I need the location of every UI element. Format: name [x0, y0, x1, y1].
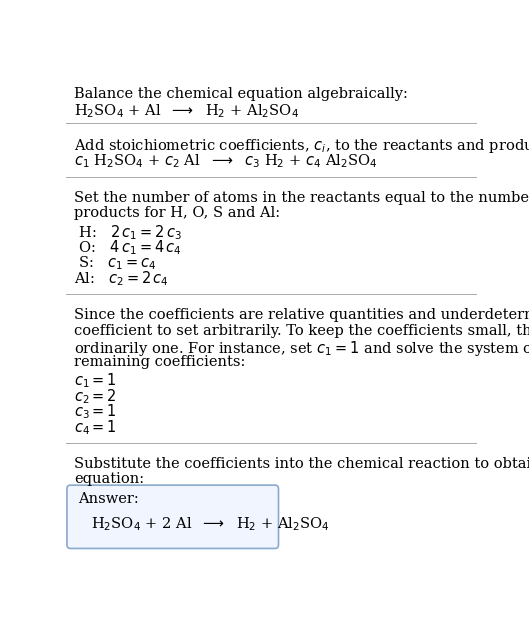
Text: $c_3 = 1$: $c_3 = 1$ [74, 403, 117, 421]
Text: remaining coefficients:: remaining coefficients: [74, 355, 245, 369]
Text: Substitute the coefficients into the chemical reaction to obtain the balanced: Substitute the coefficients into the che… [74, 456, 529, 470]
Text: H$_2$SO$_4$ + 2 Al  $\longrightarrow$  H$_2$ + Al$_2$SO$_4$: H$_2$SO$_4$ + 2 Al $\longrightarrow$ H$_… [91, 515, 330, 533]
Text: Balance the chemical equation algebraically:: Balance the chemical equation algebraica… [74, 87, 408, 102]
Text: H:   $2\,c_1 = 2\,c_3$: H: $2\,c_1 = 2\,c_3$ [74, 223, 183, 242]
Text: $c_1 = 1$: $c_1 = 1$ [74, 372, 117, 390]
Text: S:   $c_1 = c_4$: S: $c_1 = c_4$ [74, 254, 157, 272]
Text: H$_2$SO$_4$ + Al  $\longrightarrow$  H$_2$ + Al$_2$SO$_4$: H$_2$SO$_4$ + Al $\longrightarrow$ H$_2$… [74, 103, 299, 120]
Text: $c_1$ H$_2$SO$_4$ + $c_2$ Al  $\longrightarrow$  $c_3$ H$_2$ + $c_4$ Al$_2$SO$_4: $c_1$ H$_2$SO$_4$ + $c_2$ Al $\longright… [74, 152, 378, 170]
Text: equation:: equation: [74, 472, 144, 486]
Text: Al:   $c_2 = 2\,c_4$: Al: $c_2 = 2\,c_4$ [74, 270, 169, 288]
Text: Add stoichiometric coefficients, $c_i$, to the reactants and products:: Add stoichiometric coefficients, $c_i$, … [74, 137, 529, 155]
FancyBboxPatch shape [67, 485, 278, 549]
Text: products for H, O, S and Al:: products for H, O, S and Al: [74, 206, 280, 220]
Text: Set the number of atoms in the reactants equal to the number of atoms in the: Set the number of atoms in the reactants… [74, 191, 529, 205]
Text: $c_4 = 1$: $c_4 = 1$ [74, 418, 117, 436]
Text: $c_2 = 2$: $c_2 = 2$ [74, 387, 117, 406]
Text: coefficient to set arbitrarily. To keep the coefficients small, the arbitrary va: coefficient to set arbitrarily. To keep … [74, 324, 529, 338]
Text: Answer:: Answer: [78, 492, 139, 506]
Text: O:   $4\,c_1 = 4\,c_4$: O: $4\,c_1 = 4\,c_4$ [74, 239, 182, 258]
Text: ordinarily one. For instance, set $c_1 = 1$ and solve the system of equations fo: ordinarily one. For instance, set $c_1 =… [74, 339, 529, 358]
Text: Since the coefficients are relative quantities and underdetermined, choose a: Since the coefficients are relative quan… [74, 308, 529, 322]
